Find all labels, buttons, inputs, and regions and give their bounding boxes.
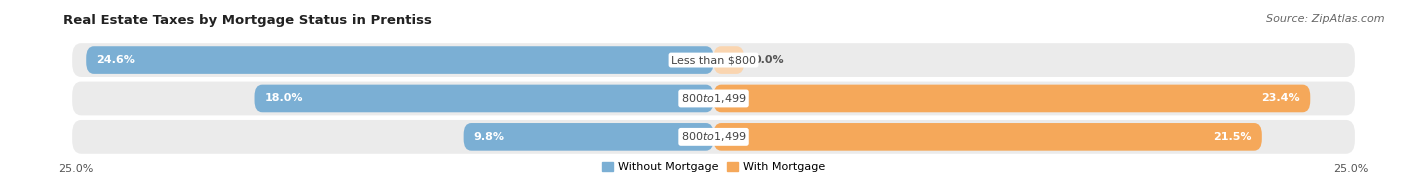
FancyBboxPatch shape: [464, 123, 713, 151]
FancyBboxPatch shape: [72, 120, 1355, 154]
FancyBboxPatch shape: [86, 46, 713, 74]
Text: $800 to $1,499: $800 to $1,499: [681, 92, 747, 105]
Text: Source: ZipAtlas.com: Source: ZipAtlas.com: [1267, 14, 1385, 24]
Text: 18.0%: 18.0%: [264, 93, 304, 104]
Legend: Without Mortgage, With Mortgage: Without Mortgage, With Mortgage: [598, 158, 830, 177]
FancyBboxPatch shape: [713, 85, 1310, 112]
FancyBboxPatch shape: [254, 85, 713, 112]
FancyBboxPatch shape: [713, 46, 744, 74]
Text: Less than $800: Less than $800: [671, 55, 756, 65]
Text: 23.4%: 23.4%: [1261, 93, 1301, 104]
Text: 24.6%: 24.6%: [97, 55, 135, 65]
FancyBboxPatch shape: [72, 43, 1355, 77]
FancyBboxPatch shape: [713, 123, 1261, 151]
Text: 0.0%: 0.0%: [754, 55, 783, 65]
FancyBboxPatch shape: [72, 82, 1355, 115]
Text: 9.8%: 9.8%: [474, 132, 505, 142]
Text: $800 to $1,499: $800 to $1,499: [681, 130, 747, 143]
Text: 21.5%: 21.5%: [1213, 132, 1251, 142]
Text: Real Estate Taxes by Mortgage Status in Prentiss: Real Estate Taxes by Mortgage Status in …: [63, 14, 432, 27]
